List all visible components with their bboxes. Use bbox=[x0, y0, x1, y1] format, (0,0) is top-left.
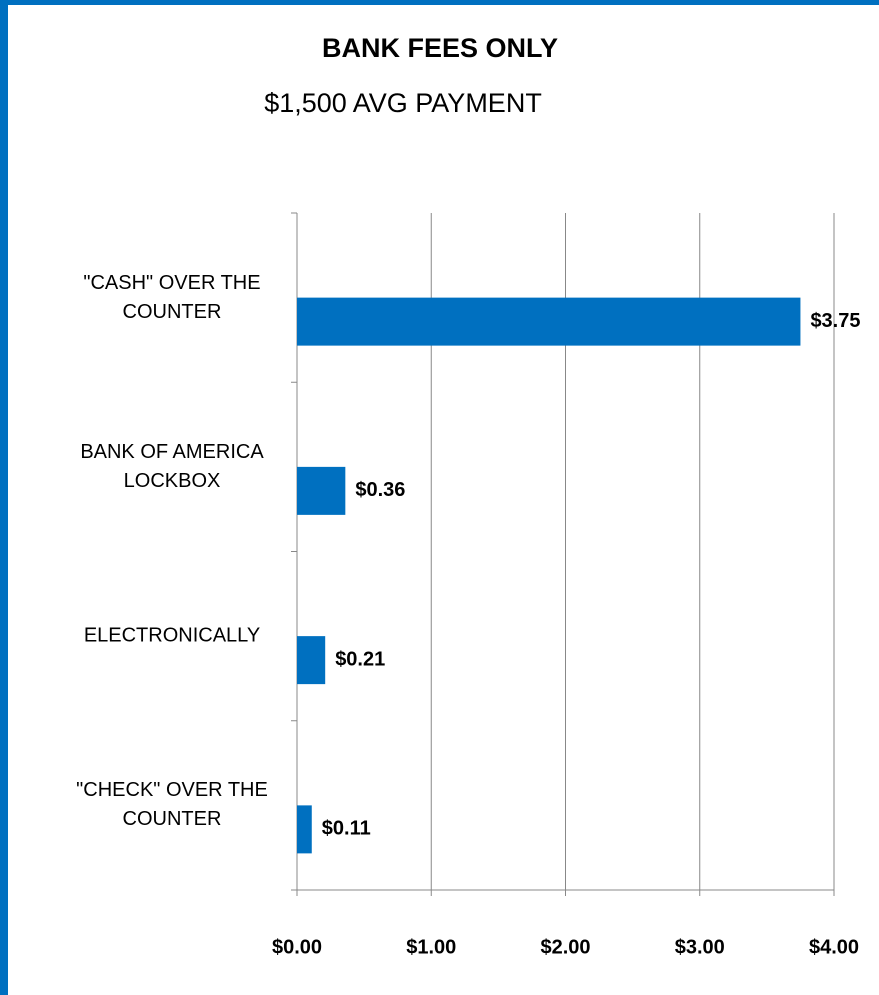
value-label: $0.11 bbox=[322, 818, 371, 840]
value-label: $3.75 bbox=[810, 310, 860, 332]
value-label: $0.21 bbox=[335, 648, 385, 670]
y-tick-label: ELECTRONICALLY bbox=[83, 624, 261, 647]
value-label: $0.36 bbox=[355, 479, 405, 501]
bar bbox=[297, 297, 801, 346]
y-tick-label: BANK OF AMERICA LOCKBOX bbox=[80, 440, 264, 492]
frame-top bbox=[0, 0, 879, 5]
x-tick-label: $3.00 bbox=[675, 936, 725, 958]
frame-left bbox=[0, 0, 8, 995]
x-tick-label: $2.00 bbox=[540, 936, 590, 958]
y-tick-label: "CHECK" OVER THE COUNTER bbox=[76, 779, 268, 831]
bar bbox=[297, 636, 326, 685]
x-tick-label: $1.00 bbox=[406, 936, 456, 958]
chart-title: BANK FEES ONLY bbox=[322, 33, 558, 63]
bar bbox=[297, 466, 346, 515]
chart-subtitle: $1,500 AVG PAYMENT bbox=[264, 88, 542, 118]
y-tick-label: "CASH" OVER THE COUNTER bbox=[83, 271, 261, 323]
bar bbox=[297, 805, 312, 854]
x-tick-label: $0.00 bbox=[272, 936, 322, 958]
x-tick-label: $4.00 bbox=[809, 936, 859, 958]
